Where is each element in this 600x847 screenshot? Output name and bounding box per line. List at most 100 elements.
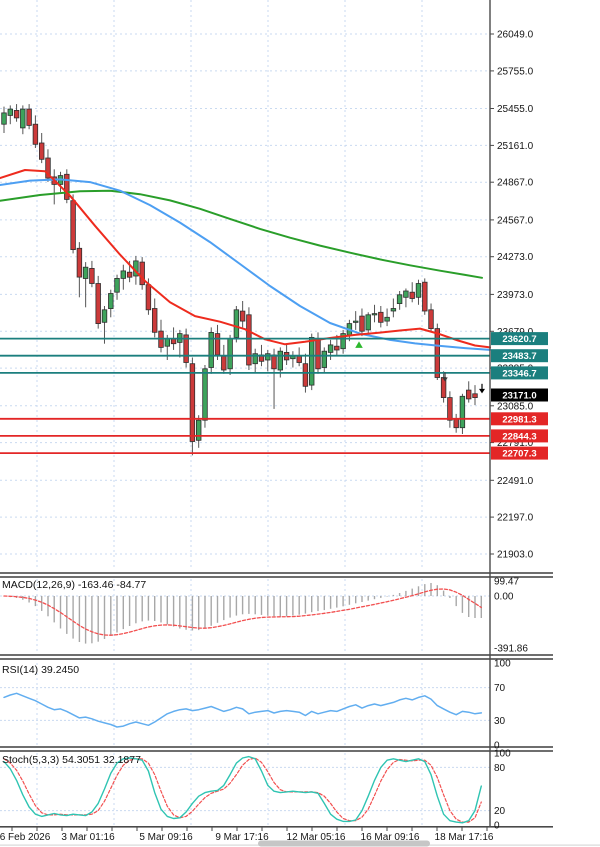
resistance-price-badge[interactable] (491, 366, 548, 380)
candle-down (45, 157, 51, 179)
pane-separator[interactable] (0, 658, 553, 660)
candle-down (472, 393, 478, 398)
candle-down (151, 308, 158, 333)
current-price-badge-label: 23171.0 (502, 391, 536, 402)
candle-up (101, 309, 108, 323)
time-axis-label: 5 Mar 09:16 (139, 832, 193, 843)
current-price-badge[interactable] (491, 388, 548, 402)
candle-down (465, 389, 472, 400)
candle-up (202, 368, 208, 421)
time-axis-line (0, 826, 553, 828)
macd-axis-label: 0.00 (494, 592, 514, 603)
rsi-line (3, 692, 483, 728)
candle-up (114, 277, 120, 293)
ma-slow-line (0, 189, 483, 279)
candle-down (378, 311, 384, 323)
candle-down (39, 142, 45, 160)
price-pointer-icon (479, 388, 485, 394)
stoch-axis-label: 0 (494, 821, 500, 832)
price-tick-label: 23085.0 (497, 401, 534, 412)
candle-down (70, 200, 76, 250)
candle-up (164, 338, 170, 347)
candle-down (126, 271, 133, 278)
price-tick-label: 24567.0 (497, 215, 534, 226)
candle-up (390, 308, 397, 312)
candle-down (453, 418, 459, 429)
candle-down (440, 377, 447, 399)
candle-down (32, 123, 39, 145)
candle-up (340, 333, 346, 350)
candle-up (208, 331, 214, 368)
candle-up (459, 395, 466, 429)
support-price-badge-label: 22844.3 (502, 431, 536, 442)
stoch-d-line (3, 757, 482, 823)
support-price-badge[interactable] (491, 446, 548, 460)
macd-signal-line (3, 588, 482, 636)
sell-arrow-icon (442, 377, 448, 382)
time-axis-label: 18 Mar 17:16 (435, 832, 494, 843)
candle-down (214, 333, 221, 356)
price-tick-label: 22791.0 (497, 438, 534, 449)
candle-up (371, 313, 378, 316)
candle-down (359, 315, 365, 332)
price-tick-label: 23973.0 (497, 290, 534, 301)
candle-up (7, 108, 13, 116)
candle-down (221, 355, 227, 371)
macd-indicator-label: MACD(12,26,9) -163.46 -84.77 (2, 579, 147, 591)
pane-separator[interactable] (0, 746, 553, 748)
support-price-badge-label: 22707.3 (502, 449, 536, 460)
candle-down (447, 397, 453, 421)
candle-up (327, 344, 334, 353)
candle-up (108, 293, 114, 310)
candle-down (239, 310, 246, 322)
pane-separator[interactable] (0, 750, 553, 752)
candle-down (302, 363, 309, 387)
price-tick-label: 25455.0 (497, 104, 534, 115)
resistance-price-badge[interactable] (491, 332, 548, 346)
candle-down (139, 261, 145, 286)
candle-down (428, 309, 434, 329)
candle-down (183, 334, 189, 363)
candle-down (64, 173, 70, 200)
candle-down (26, 108, 32, 126)
candle-down (76, 247, 83, 278)
candle-up (321, 350, 327, 368)
price-tick-label: 25161.0 (497, 141, 534, 152)
macd-axis-label: 99.47 (494, 577, 519, 588)
resistance-price-badge[interactable] (491, 349, 548, 363)
candle-up (20, 108, 26, 129)
candle-up (1, 112, 7, 125)
candle-up (365, 314, 371, 331)
time-axis-label: 12 Mar 05:16 (287, 832, 346, 843)
candle-up (120, 270, 126, 279)
candle-down (271, 354, 277, 370)
candle-up (384, 316, 390, 322)
candle-down (145, 284, 152, 311)
candle-up (396, 294, 403, 304)
price-tick-label: 21903.0 (497, 550, 534, 561)
stoch-indicator-label: Stoch(5,3,3) 54.3051 32.1877 (2, 754, 141, 766)
stoch-axis-label: 80 (494, 763, 506, 774)
candle-down (334, 345, 340, 351)
pane-separator[interactable] (0, 576, 553, 578)
pane-separator[interactable] (0, 572, 553, 574)
candle-down (13, 110, 20, 119)
stoch-axis-label: 20 (494, 806, 506, 817)
pane-separator[interactable] (0, 654, 553, 656)
candle-up (352, 320, 359, 323)
support-price-badge[interactable] (491, 412, 548, 426)
rsi-axis-label: 70 (494, 683, 506, 694)
candle-up (265, 353, 271, 361)
scrollbar-thumb[interactable] (258, 840, 430, 847)
candle-up (308, 336, 315, 386)
support-price-badge-label: 22981.3 (502, 414, 536, 425)
stoch-k-line (3, 755, 482, 824)
candle-up (233, 309, 240, 338)
buy-signal-icon (355, 341, 363, 348)
candle-down (189, 363, 196, 442)
support-price-badge[interactable] (491, 429, 548, 443)
resistance-price-badge-label: 23483.7 (502, 351, 536, 362)
rsi-indicator-label: RSI(14) 39.2450 (2, 664, 80, 676)
